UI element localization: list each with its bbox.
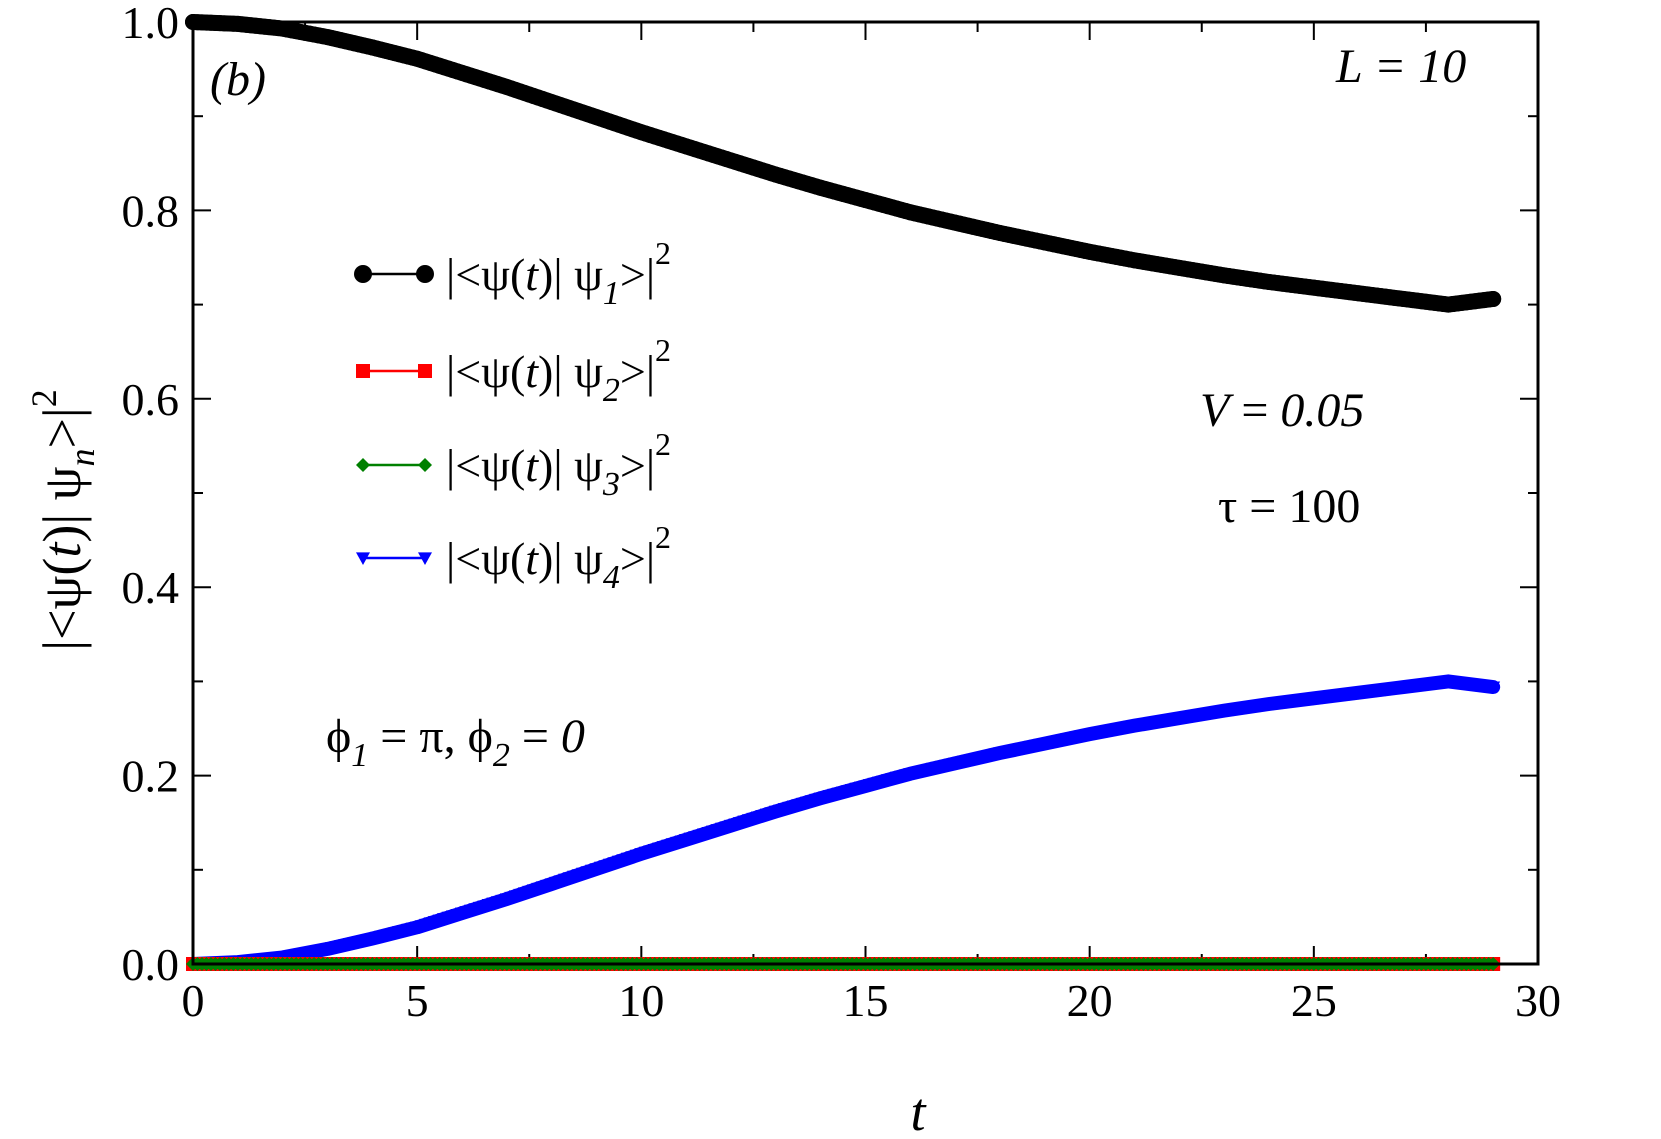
y-tick-label: 1.0 [122, 0, 180, 48]
y-tick-labels: 0.0 0.2 0.4 0.6 0.8 1.0 [122, 0, 180, 990]
L-annotation: L = 10 [1335, 40, 1466, 93]
legend-marker [354, 265, 372, 283]
legend-label: |<ψ(t)| ψ2>|2 [446, 332, 671, 409]
series-1 [185, 14, 1502, 313]
legend-entry-4: |<ψ(t)| ψ4>|2 [356, 519, 671, 596]
legend-marker [416, 265, 434, 283]
tau-annotation: τ = 100 [1218, 480, 1360, 533]
y-tick-label: 0.0 [122, 939, 180, 990]
series-line [185, 14, 1502, 313]
panel-label: (b) [210, 53, 266, 106]
svg-text:τ = 100: τ = 100 [1218, 480, 1360, 533]
y-axis-title: |<ψ(t)| ψn>|2 [24, 389, 102, 650]
data-point [1486, 681, 1501, 695]
y-tick-label: 0.2 [122, 751, 180, 802]
legend-label: |<ψ(t)| ψ3>|2 [446, 426, 671, 503]
x-tick-label: 20 [1067, 975, 1113, 1026]
legend-entry-2: |<ψ(t)| ψ2>|2 [356, 332, 671, 409]
legend-label: |<ψ(t)| ψ1>|2 [446, 235, 671, 312]
x-tick-labels: 0 5 10 15 20 25 30 [182, 975, 1562, 1026]
legend-marker [356, 458, 370, 472]
x-axis-title: t [910, 1082, 927, 1139]
y-tick-label: 0.8 [122, 185, 180, 236]
y-tick-label: 0.4 [122, 562, 180, 613]
svg-text:|<ψ(t)| ψn>|2: |<ψ(t)| ψn>|2 [24, 389, 102, 650]
x-tick-label: 0 [182, 975, 205, 1026]
legend-entry-3: |<ψ(t)| ψ3>|2 [356, 426, 671, 503]
legend-marker [418, 552, 432, 565]
legend-marker [418, 458, 432, 472]
data-point [1485, 290, 1502, 307]
x-tick-label: 5 [406, 975, 429, 1026]
legend-label: |<ψ(t)| ψ4>|2 [446, 519, 671, 596]
legend-marker [356, 552, 370, 565]
svg-text:V = 0.05: V = 0.05 [1200, 384, 1364, 437]
legend-marker [418, 364, 432, 378]
V-annotation: V = 0.05 [1200, 384, 1364, 437]
y-tick-label: 0.6 [122, 374, 180, 425]
series-4 [186, 674, 1501, 971]
x-tick-label: 25 [1291, 975, 1337, 1026]
x-tick-label: 15 [843, 975, 889, 1026]
legend-marker [356, 364, 370, 378]
svg-text:ϕ1 = π, ϕ2 = 0: ϕ1 = π, ϕ2 = 0 [326, 710, 585, 774]
x-tick-label: 30 [1515, 975, 1561, 1026]
x-tick-label: 10 [618, 975, 664, 1026]
phi-annotation: ϕ1 = π, ϕ2 = 0 [326, 710, 585, 774]
legend-entry-1: |<ψ(t)| ψ1>|2 [354, 235, 671, 312]
legend: |<ψ(t)| ψ1>|2 |<ψ(t)| ψ2>|2 |<ψ(t)| ψ3>|2 |… [354, 235, 671, 596]
plot-frame [191, 20, 1540, 966]
